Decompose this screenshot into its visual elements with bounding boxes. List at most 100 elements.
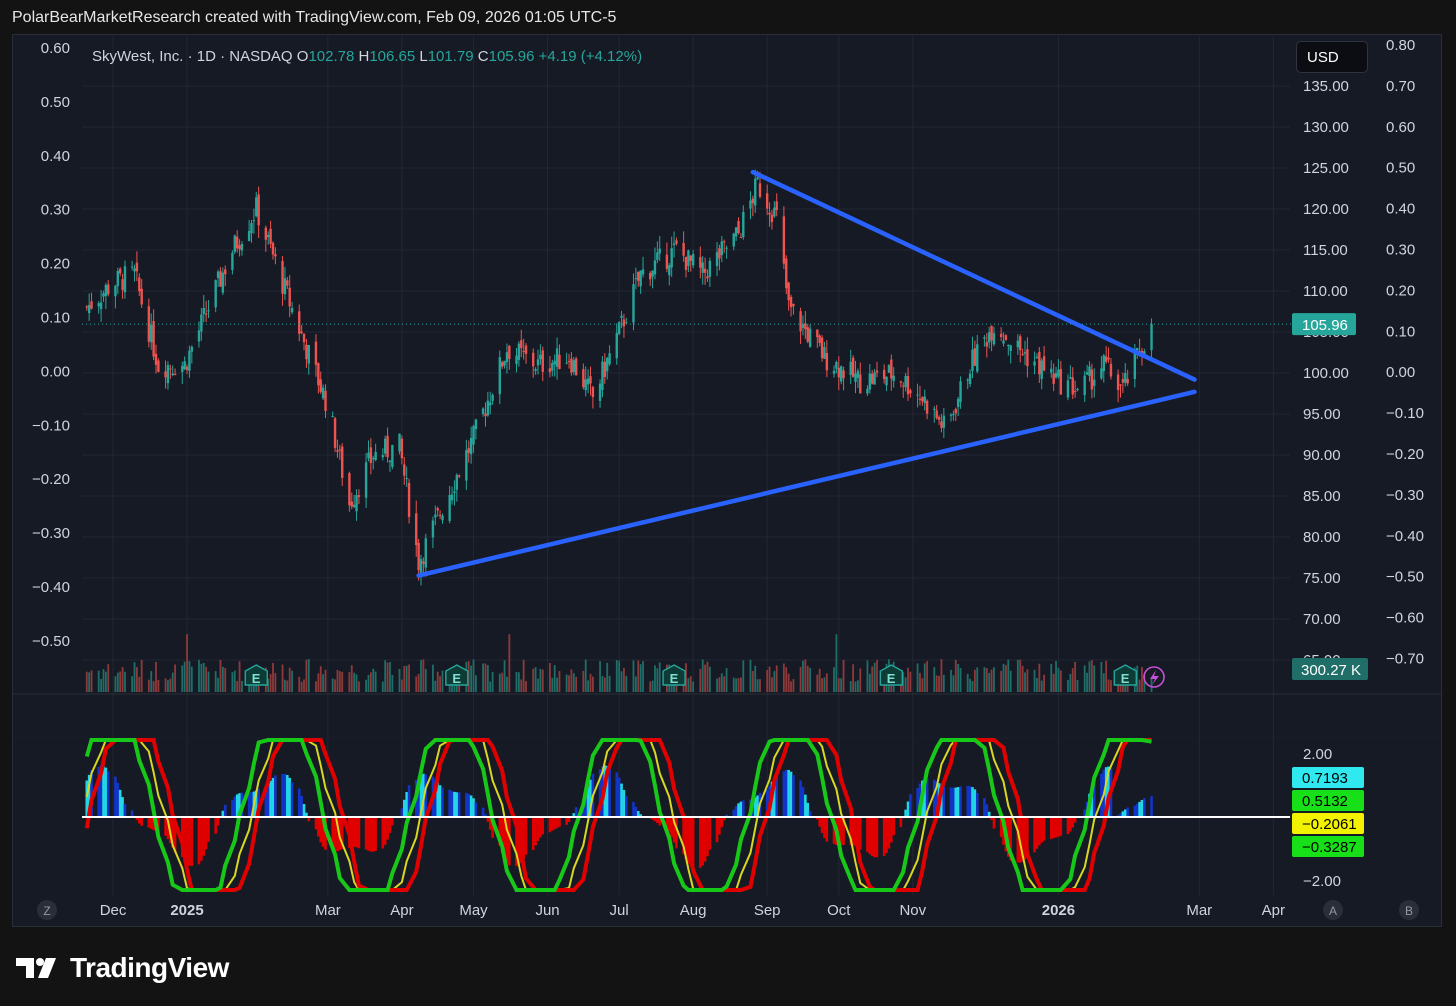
candle-body xyxy=(942,415,946,428)
volume-bar xyxy=(565,674,568,692)
earnings-marker[interactable]: E xyxy=(244,664,268,686)
volume-bar xyxy=(933,667,936,692)
right-axis-tick: −0.10 xyxy=(1386,405,1424,422)
candle-body xyxy=(154,353,158,365)
oscillator-bar xyxy=(784,769,788,817)
candle-body xyxy=(684,256,688,270)
candle-body xyxy=(558,354,561,369)
volume-bar xyxy=(818,668,821,692)
candle-body xyxy=(267,234,270,237)
volume-bar xyxy=(1024,672,1026,692)
oscillator-bar xyxy=(732,809,736,817)
candle-body xyxy=(264,227,268,240)
candle-body xyxy=(257,194,260,226)
volume-bar xyxy=(484,663,487,692)
earnings-marker[interactable]: E xyxy=(1113,664,1137,686)
volume-bar xyxy=(923,663,926,692)
currency-selector[interactable]: USD xyxy=(1296,41,1368,73)
oscillator-bar xyxy=(701,817,705,866)
candle-body xyxy=(699,257,702,268)
candle-body xyxy=(954,409,957,414)
oscillator-bar xyxy=(782,771,786,817)
axis-button-a[interactable]: A xyxy=(1323,900,1343,920)
volume-bar xyxy=(1071,668,1074,692)
candle-body xyxy=(150,324,153,343)
oscillator-bar xyxy=(1138,801,1141,817)
candle-body xyxy=(773,207,776,217)
candle-body xyxy=(472,426,475,445)
oscillator-bar xyxy=(818,817,821,827)
chart-canvas[interactable]: E E E E E 135.00 130.00 125.00 120.00 115.00 110.0… xyxy=(0,0,1456,940)
axis-button-b[interactable]: B xyxy=(1399,900,1419,920)
candle-body xyxy=(584,379,587,391)
candle-body xyxy=(555,348,559,367)
volume-bar xyxy=(350,665,353,692)
oscillator-bar xyxy=(223,804,227,817)
candle-body xyxy=(200,314,203,332)
oscillator-bar xyxy=(775,774,779,817)
price-axis-tick: 125.00 xyxy=(1303,160,1349,177)
lightning-icon[interactable] xyxy=(1143,666,1165,688)
oscillator-bar xyxy=(999,817,1003,837)
oscillator-bar xyxy=(720,817,724,828)
lightning-ring xyxy=(1143,666,1165,688)
volume-bar xyxy=(754,665,757,692)
volume-bar xyxy=(517,672,520,692)
candle-body xyxy=(648,273,652,280)
candle-body xyxy=(1059,369,1063,395)
candle-body xyxy=(539,354,542,360)
time-axis-tick: Sep xyxy=(754,902,781,919)
candle-body xyxy=(314,341,318,365)
volume-bar xyxy=(615,660,618,692)
volume-bar xyxy=(315,681,317,692)
candle-body xyxy=(188,350,191,371)
price-axis-tick: 90.00 xyxy=(1303,447,1341,464)
time-axis-tick: Aug xyxy=(680,902,707,919)
candle-body xyxy=(1057,369,1060,377)
candle-body xyxy=(551,363,554,371)
oscillator-bar xyxy=(617,777,621,817)
legend-part: +4.19 (+4.12%) xyxy=(539,48,642,65)
candle-body xyxy=(703,268,707,273)
oscillator-bar xyxy=(1143,798,1146,817)
earnings-marker[interactable]: E xyxy=(445,664,469,686)
volume-bar xyxy=(701,659,704,692)
triangle-trendline[interactable] xyxy=(750,169,1197,382)
candle-body xyxy=(708,260,712,277)
candle-body xyxy=(290,307,294,313)
oscillator-bar xyxy=(858,817,862,850)
candle-body xyxy=(1140,350,1144,354)
candle-body xyxy=(806,327,809,342)
oscillator-bar xyxy=(551,817,554,831)
oscillator-bar xyxy=(381,817,385,849)
triangle-trendline[interactable] xyxy=(416,389,1197,578)
axis-button-left[interactable]: Z xyxy=(37,900,57,920)
oscillator-bar xyxy=(823,817,826,838)
oscillator-bar xyxy=(274,775,277,817)
volume-bar xyxy=(300,681,303,692)
oscillator-bar xyxy=(940,784,943,817)
oscillator-bar xyxy=(973,789,977,817)
earnings-marker[interactable]: E xyxy=(879,664,904,686)
volume-bar xyxy=(338,671,341,692)
candle-body xyxy=(765,193,769,209)
candle-body xyxy=(816,329,819,337)
candle-body xyxy=(374,451,377,461)
earnings-marker[interactable]: E xyxy=(662,664,686,686)
earnings-icon xyxy=(445,664,469,686)
candle-body xyxy=(608,353,611,365)
oscillator-bar xyxy=(651,817,654,820)
price-candles xyxy=(85,169,1153,586)
candle-body xyxy=(204,313,208,315)
volume-bar xyxy=(367,674,370,692)
oscillator-bar xyxy=(190,817,194,866)
volume-bar xyxy=(1105,660,1108,692)
oscillator-bar xyxy=(417,776,420,817)
volume-bar xyxy=(775,665,778,692)
right-axis-tick: 0.50 xyxy=(1386,160,1415,177)
time-axis-tick: Mar xyxy=(1186,902,1212,919)
time-axis-tick: Apr xyxy=(390,902,413,919)
oscillator-bar xyxy=(1092,779,1096,817)
oscillator-bar xyxy=(839,817,843,846)
candle-body xyxy=(1019,336,1022,351)
